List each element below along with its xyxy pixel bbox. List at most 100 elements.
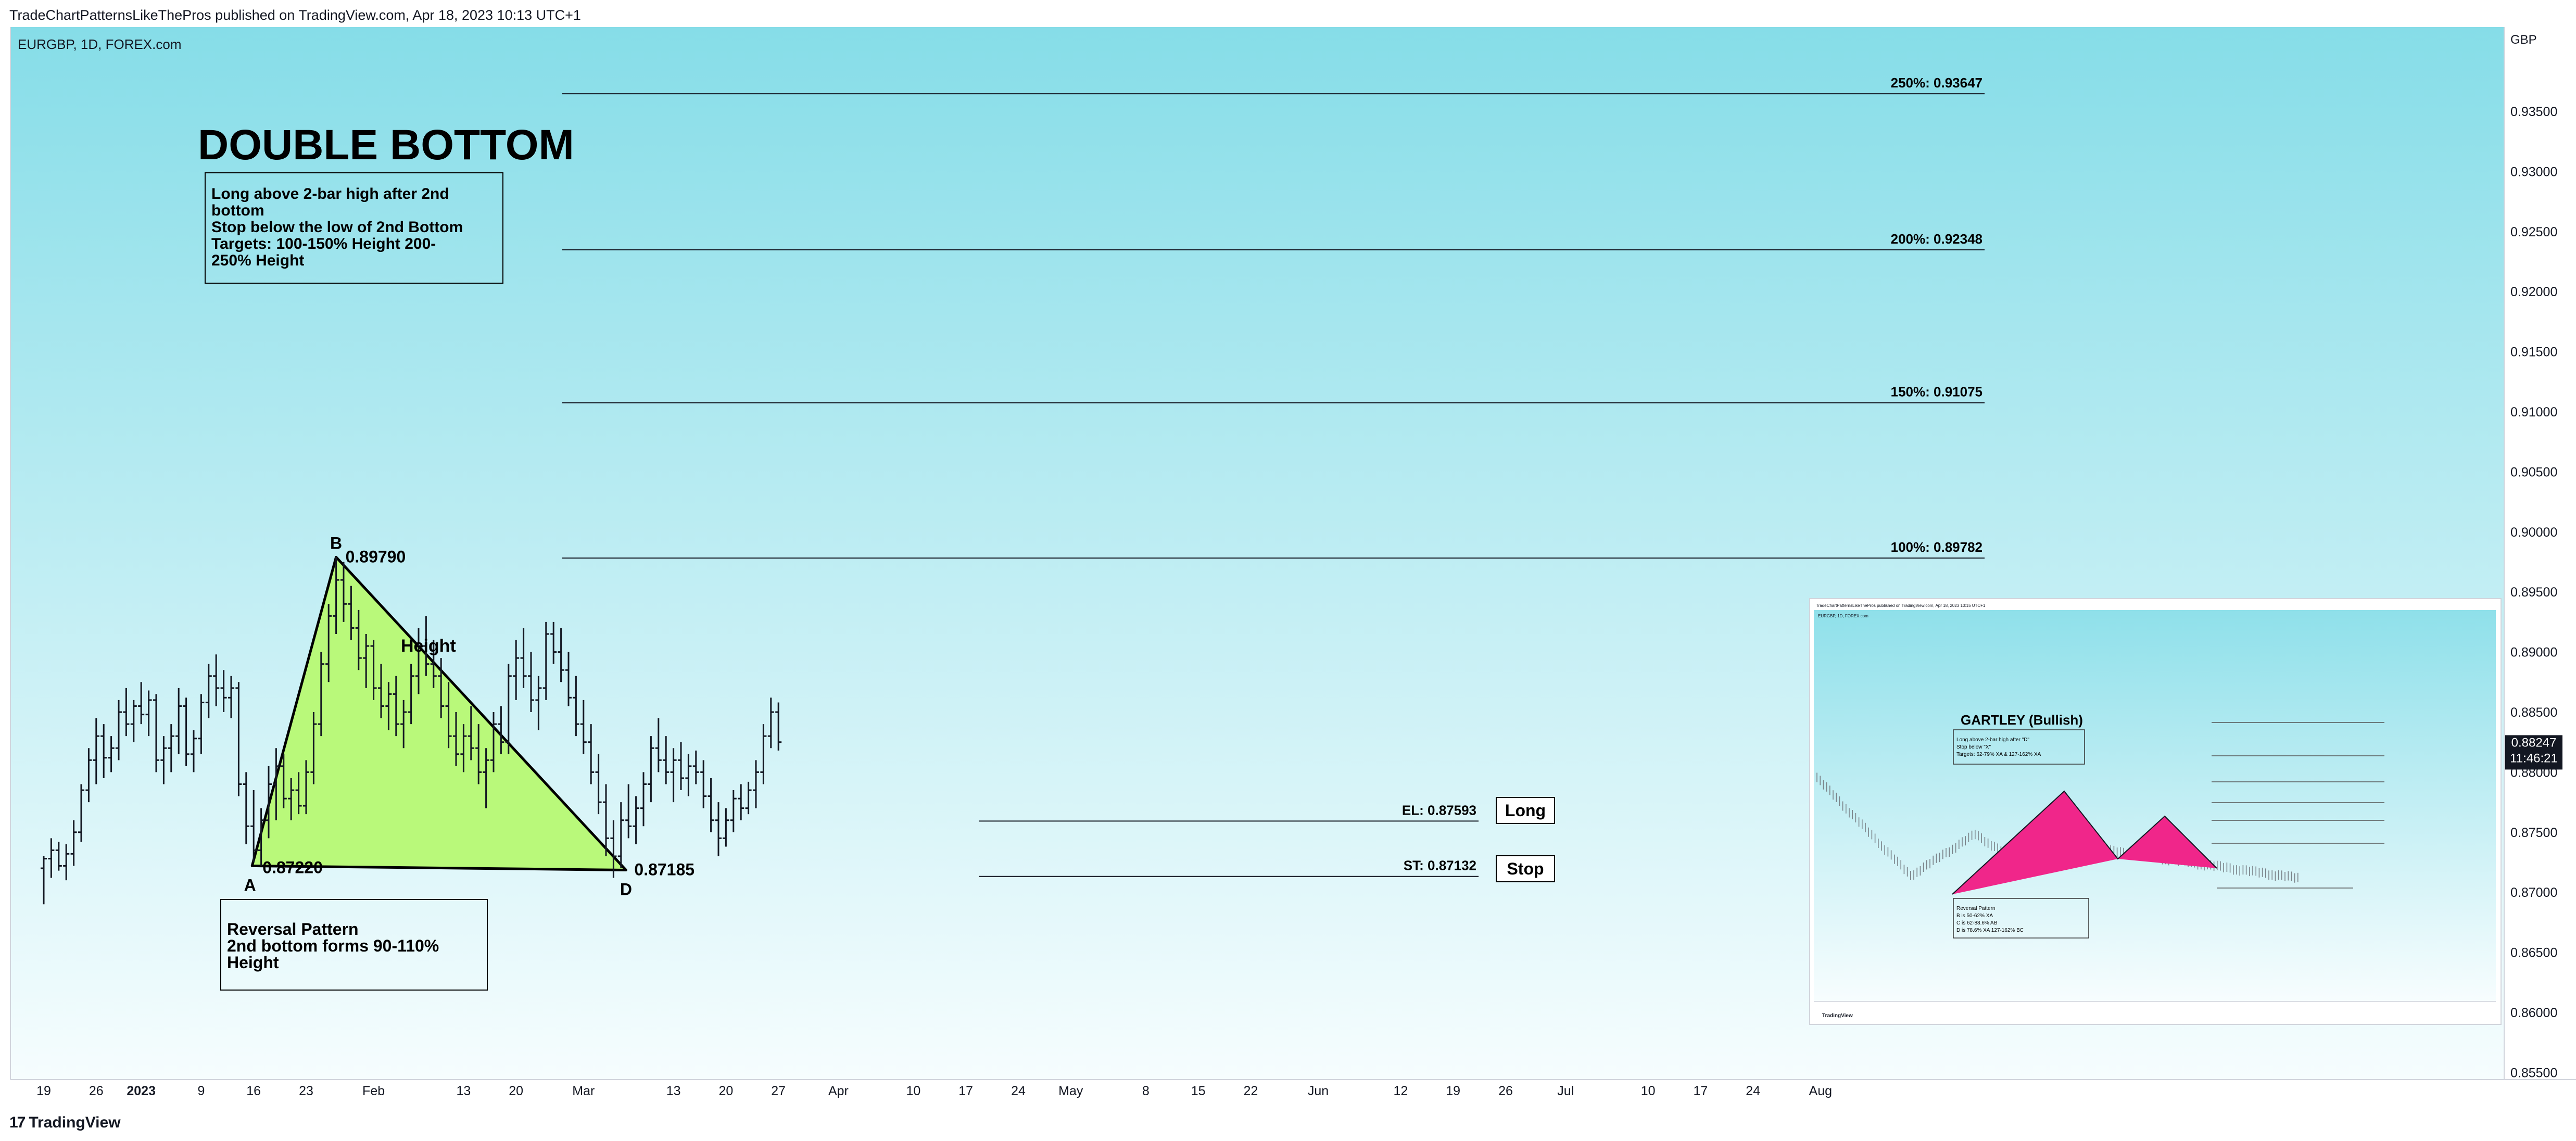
ohlc-bar — [116, 700, 122, 760]
ohlc-bar — [303, 760, 309, 815]
level-label: 250%: 0.93647 — [1891, 75, 1982, 91]
price-tick-label: 0.91000 — [2510, 405, 2557, 420]
price-tick-label: 0.90000 — [2510, 525, 2557, 540]
ohlc-bar — [655, 718, 662, 772]
time-tick-label: 22 — [1243, 1084, 1258, 1098]
tradingview-mark-icon: 17 — [9, 1114, 26, 1131]
inset-published: TradeChartPatternsLikeThePros published … — [1816, 603, 1986, 608]
ohlc-bar — [550, 622, 557, 664]
inset-rules-line: Long above 2-bar high after "D" — [1956, 737, 2029, 743]
time-tick-label: 16 — [246, 1084, 261, 1098]
ohlc-bar — [63, 844, 70, 881]
price-tick-label: 0.92000 — [2510, 285, 2557, 299]
ohlc-bar — [708, 778, 714, 832]
ohlc-bar — [760, 724, 767, 784]
ohlc-bar — [168, 724, 174, 772]
inset-notes-line: D is 78.6% XA 127-162% BC — [1956, 928, 2024, 933]
ohlc-bar — [108, 736, 115, 772]
ohlc-bar — [445, 682, 452, 749]
point-d-value: 0.87185 — [634, 860, 694, 879]
ohlc-bar — [145, 690, 152, 737]
ohlc-bar — [378, 664, 384, 718]
time-tick-label: Jun — [1308, 1084, 1329, 1098]
ohlc-bar — [250, 790, 257, 863]
ohlc-bar — [100, 724, 107, 778]
ohlc-bar — [558, 628, 564, 682]
price-tick-label: 0.86500 — [2510, 946, 2557, 960]
inset-notes-line: Reversal Pattern — [1956, 906, 1995, 911]
time-tick-label: Aug — [1809, 1084, 1832, 1098]
ohlc-bar — [460, 724, 467, 772]
time-tick-label: 20 — [718, 1084, 733, 1098]
inset-rules-line: Stop below "X" — [1956, 744, 1991, 750]
ohlc-bar — [498, 706, 504, 754]
inset-brand: TradingView — [1822, 1013, 1853, 1019]
rules-line: Long above 2-bar high after 2nd — [211, 185, 449, 202]
ohlc-bar — [565, 652, 572, 706]
ohlc-bar — [70, 820, 77, 866]
time-tick-label: 15 — [1191, 1084, 1206, 1098]
ohlc-bar — [55, 842, 62, 871]
level-label: 200%: 0.92348 — [1891, 231, 1982, 247]
price-tick-label: 0.87500 — [2510, 826, 2557, 840]
current-price-countdown: 11:46:21 — [2510, 751, 2558, 765]
time-tick-label: 27 — [771, 1084, 786, 1098]
ohlc-bar — [310, 712, 317, 784]
ohlc-bar — [678, 742, 684, 791]
price-tick-label: 0.87000 — [2510, 885, 2557, 900]
stop-label: Stop — [1507, 859, 1544, 878]
ohlc-bar — [273, 748, 280, 820]
rules-line: 250% Height — [211, 252, 304, 269]
ohlc-bar — [266, 766, 272, 839]
tradingview-logo[interactable]: 17 TradingView — [9, 1114, 121, 1132]
ohlc-bar — [700, 760, 707, 808]
ohlc-bar — [355, 610, 362, 670]
time-tick-label: 20 — [509, 1084, 523, 1098]
time-tick-label: 23 — [299, 1084, 313, 1098]
ohlc-bar — [175, 688, 182, 754]
ohlc-bar — [775, 702, 782, 751]
ohlc-bar — [93, 718, 99, 784]
level-label: EL: 0.87593 — [1402, 802, 1476, 818]
double-bottom-pattern: A 0.87220 B0.89790 D0.87185 — [244, 534, 694, 898]
ohlc-bar — [348, 586, 355, 640]
inset-notes-line: C is 62-88.6% AB — [1956, 920, 1998, 926]
time-tick-label: Jul — [1557, 1084, 1574, 1098]
level-label: 100%: 0.89782 — [1891, 539, 1982, 555]
price-tick-label: 0.90500 — [2510, 465, 2557, 479]
ohlc-bar — [610, 820, 617, 878]
point-a-label: A — [244, 876, 256, 894]
ohlc-bar — [753, 760, 759, 808]
ohlc-bar — [258, 808, 264, 866]
ohlc-bar — [325, 604, 332, 682]
ohlc-bar — [715, 802, 722, 856]
point-b-value: 0.89790 — [346, 547, 406, 566]
ohlc-bar — [85, 748, 92, 803]
ohlc-bar — [670, 748, 677, 803]
currency-label: GBP — [2510, 33, 2537, 47]
inset-notes-line: B is 50-62% XA — [1956, 913, 1993, 919]
ohlc-bar — [617, 802, 624, 869]
long-label: Long — [1505, 801, 1546, 820]
ohlc-bar — [513, 640, 520, 700]
ohlc-bar — [438, 658, 445, 718]
ohlc-bar — [235, 682, 242, 796]
time-tick-label: 13 — [666, 1084, 681, 1098]
reversal-text: Reversal Pattern 2nd bottom forms 90-110… — [227, 920, 444, 972]
inset-notes: Reversal Pattern B is 50-62% XA C is 62-… — [1956, 906, 2024, 933]
time-tick-label: 10 — [906, 1084, 920, 1098]
price-tick-label: 0.93000 — [2510, 164, 2557, 179]
time-tick-label: May — [1058, 1084, 1083, 1098]
inset-xab-triangle — [1952, 791, 2118, 894]
stop-button[interactable] — [1496, 855, 1555, 882]
tradingview-brand: TradingView — [29, 1114, 121, 1131]
level-label: 150%: 0.91075 — [1891, 384, 1982, 400]
ohlc-bar — [220, 670, 227, 712]
ohlc-bar — [633, 796, 639, 844]
ohlc-bar — [243, 772, 249, 844]
long-button[interactable] — [1496, 797, 1555, 824]
inset-title: GARTLEY (Bullish) — [1961, 712, 2083, 728]
ohlc-bar — [318, 652, 324, 737]
inset-rules-line: Targets: 62-79% XA & 127-162% XA — [1956, 752, 2041, 757]
